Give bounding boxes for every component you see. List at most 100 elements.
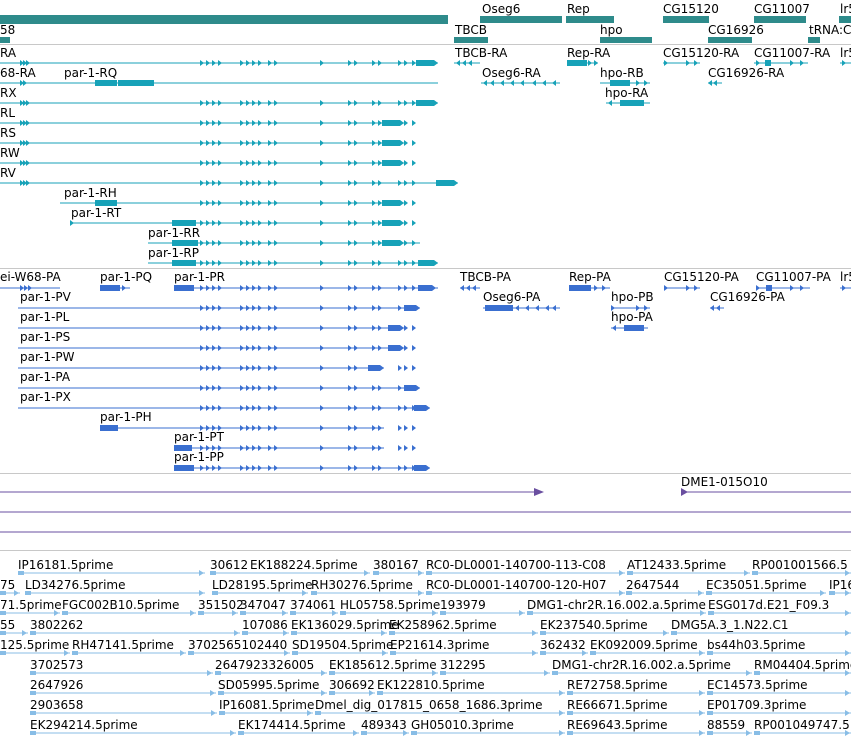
transcript-exon[interactable] — [23, 180, 27, 186]
protein-exon[interactable] — [258, 465, 262, 471]
protein-label[interactable]: par-1-PS — [20, 330, 71, 344]
transcript-exon[interactable] — [348, 240, 352, 246]
transcript-exon[interactable] — [412, 240, 416, 246]
protein-exon[interactable] — [378, 405, 382, 411]
gene-feature[interactable] — [600, 37, 652, 43]
est-label[interactable]: RE72758.5prime — [567, 678, 668, 692]
transcript-exon[interactable] — [268, 180, 272, 186]
protein-exon[interactable] — [320, 385, 324, 391]
transcript-exon[interactable] — [348, 120, 352, 126]
protein-exon[interactable] — [611, 305, 615, 311]
transcript-exon[interactable] — [354, 260, 358, 266]
transcript-exon[interactable] — [644, 80, 648, 86]
transcript-exon[interactable] — [206, 160, 210, 166]
est-feature[interactable] — [845, 730, 850, 736]
protein-exon[interactable] — [354, 285, 358, 291]
protein-exon[interactable] — [252, 305, 256, 311]
transcript-label[interactable]: TBCB-RA — [455, 46, 508, 60]
protein-exon[interactable] — [354, 365, 358, 371]
transcript-label[interactable]: par-1-RH — [64, 186, 117, 200]
transcript-exon[interactable] — [206, 220, 210, 226]
transcript-exon[interactable] — [404, 120, 408, 126]
protein-exon[interactable] — [404, 345, 408, 351]
transcript-exon[interactable] — [274, 240, 278, 246]
transcript-exon[interactable] — [404, 240, 408, 246]
protein-exon[interactable] — [378, 445, 382, 451]
protein-exon[interactable] — [246, 425, 250, 431]
est-feature[interactable] — [845, 630, 850, 636]
protein-exon[interactable] — [348, 305, 352, 311]
protein-exon[interactable] — [320, 425, 324, 431]
est-feature[interactable] — [180, 650, 185, 656]
protein-exon[interactable] — [842, 285, 846, 291]
transcript-exon[interactable] — [258, 220, 262, 226]
transcript-exon[interactable] — [274, 160, 278, 166]
transcript-exon[interactable] — [274, 60, 278, 66]
transcript-exon[interactable] — [372, 220, 376, 226]
protein-exon[interactable] — [466, 285, 470, 291]
est-label[interactable]: Dmel_dig_017815_0658_1686.3prime — [315, 698, 543, 712]
est-feature[interactable] — [377, 691, 383, 695]
protein-exon[interactable] — [686, 285, 690, 291]
transcript-exon[interactable] — [268, 160, 272, 166]
est-label[interactable]: 3702573 — [30, 658, 84, 672]
transcript-exon[interactable] — [790, 60, 794, 66]
protein-exon[interactable] — [212, 305, 216, 311]
protein-exon[interactable] — [24, 285, 28, 291]
est-feature[interactable] — [540, 631, 546, 635]
transcript-exon[interactable] — [354, 220, 358, 226]
est-feature[interactable] — [845, 650, 850, 656]
transcript-exon[interactable] — [382, 200, 404, 206]
transcript-exon[interactable] — [490, 80, 494, 86]
transcript-exon[interactable] — [800, 60, 804, 66]
protein-exon[interactable] — [200, 285, 204, 291]
transcript-exon[interactable] — [118, 80, 154, 86]
gene-label[interactable]: CG16926 — [708, 23, 764, 37]
transcript-exon[interactable] — [664, 60, 668, 66]
protein-exon[interactable] — [348, 385, 352, 391]
transcript-exon[interactable] — [404, 200, 408, 206]
transcript-exon[interactable] — [95, 200, 117, 206]
transcript-exon[interactable] — [200, 260, 204, 266]
transcript-exon[interactable] — [212, 200, 216, 206]
protein-exon[interactable] — [246, 305, 250, 311]
transcript-label[interactable]: RV — [0, 166, 16, 180]
protein-exon[interactable] — [200, 425, 204, 431]
transcript-exon[interactable] — [200, 140, 204, 146]
protein-exon[interactable] — [268, 425, 272, 431]
est-feature[interactable] — [389, 631, 395, 635]
transcript-exon[interactable] — [354, 200, 358, 206]
transcript-exon[interactable] — [26, 160, 30, 166]
transcript-exon[interactable] — [246, 160, 250, 166]
est-label[interactable]: EK092009.5prime — [590, 638, 698, 652]
est-feature[interactable] — [707, 711, 713, 715]
est-feature[interactable] — [626, 591, 632, 595]
protein-exon[interactable] — [200, 385, 204, 391]
protein-exon[interactable] — [404, 285, 408, 291]
transcript-exon[interactable] — [274, 140, 278, 146]
transcript-exon[interactable] — [378, 160, 382, 166]
est-feature[interactable] — [321, 690, 326, 696]
protein-exon[interactable] — [212, 325, 216, 331]
transcript-exon[interactable] — [412, 100, 416, 106]
transcript-exon[interactable] — [212, 220, 216, 226]
protein-exon[interactable] — [320, 365, 324, 371]
est-feature[interactable] — [329, 671, 335, 675]
transcript-exon[interactable] — [404, 160, 408, 166]
transcript-exon[interactable] — [258, 120, 262, 126]
protein-exon[interactable] — [268, 385, 272, 391]
protein-exon[interactable] — [388, 345, 404, 351]
transcript-label[interactable]: RX — [0, 86, 17, 100]
transcript-exon[interactable] — [842, 60, 846, 66]
est-feature[interactable] — [418, 590, 423, 596]
protein-exon[interactable] — [200, 405, 204, 411]
transcript-exon[interactable] — [274, 260, 278, 266]
gene-feature[interactable] — [663, 16, 709, 23]
protein-exon[interactable] — [535, 305, 539, 311]
protein-exon[interactable] — [268, 325, 272, 331]
transcript-exon[interactable] — [378, 140, 382, 146]
est-feature[interactable] — [744, 570, 749, 576]
est-feature[interactable] — [698, 590, 703, 596]
protein-exon[interactable] — [100, 425, 118, 431]
protein-label[interactable]: par-1-PP — [174, 450, 224, 464]
